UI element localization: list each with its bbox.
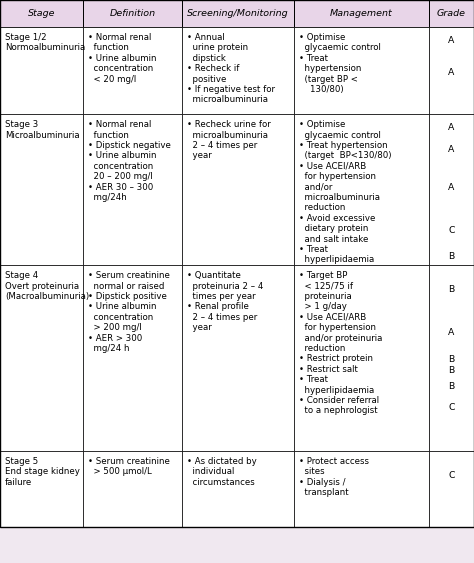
- Text: • Normal renal
  function
• Urine albumin
  concentration
  < 20 mg/l: • Normal renal function • Urine albumin …: [88, 33, 156, 84]
- Text: Grade: Grade: [437, 9, 466, 18]
- Text: C: C: [448, 471, 455, 480]
- Bar: [182, 451, 294, 527]
- Text: Screening/Monitoring: Screening/Monitoring: [187, 9, 289, 18]
- Text: • Serum creatinine
  > 500 μmol/L: • Serum creatinine > 500 μmol/L: [88, 457, 170, 476]
- Text: A: A: [448, 68, 455, 77]
- Text: Management: Management: [330, 9, 393, 18]
- Bar: [83, 114, 182, 265]
- Bar: [83, 0, 182, 27]
- Text: • Normal renal
  function
• Dipstick negative
• Urine albumin
  concentration
  : • Normal renal function • Dipstick negat…: [88, 120, 171, 202]
- Bar: [294, 27, 429, 114]
- Text: A: A: [448, 36, 455, 45]
- Text: B: B: [448, 285, 455, 294]
- Text: Stage 5
End stage kidney
failure: Stage 5 End stage kidney failure: [5, 457, 80, 487]
- Bar: [294, 451, 429, 527]
- Text: • Serum creatinine
  normal or raised
• Dipstick positive
• Urine albumin
  conc: • Serum creatinine normal or raised • Di…: [88, 271, 170, 353]
- Bar: [83, 27, 182, 114]
- Bar: [182, 265, 294, 451]
- Text: • Recheck urine for
  microalbuminuria
  2 – 4 times per
  year: • Recheck urine for microalbuminuria 2 –…: [188, 120, 271, 160]
- Bar: [429, 114, 474, 265]
- Bar: [294, 265, 429, 451]
- Bar: [294, 0, 429, 27]
- Bar: [182, 0, 294, 27]
- Bar: [294, 114, 429, 265]
- Text: • As dictated by
  individual
  circumstances: • As dictated by individual circumstance…: [188, 457, 257, 487]
- Bar: [429, 27, 474, 114]
- Text: B: B: [448, 382, 455, 391]
- Text: • Protect access
  sites
• Dialysis /
  transplant: • Protect access sites • Dialysis / tran…: [299, 457, 369, 497]
- Bar: [0, 265, 83, 451]
- Text: Definition: Definition: [109, 9, 156, 18]
- Text: B: B: [448, 252, 455, 261]
- Text: • Optimise
  glycaemic control
• Treat hypertension
  (target  BP<130/80)
• Use : • Optimise glycaemic control • Treat hyp…: [299, 120, 392, 265]
- Text: A: A: [448, 182, 455, 191]
- Bar: [429, 0, 474, 27]
- Bar: [83, 265, 182, 451]
- Text: B: B: [448, 366, 455, 375]
- Text: • Annual
  urine protein
  dipstick
• Recheck if
  positive
• If negative test f: • Annual urine protein dipstick • Rechec…: [188, 33, 275, 104]
- Bar: [429, 451, 474, 527]
- Text: Stage 3
Microalbuminuria: Stage 3 Microalbuminuria: [5, 120, 80, 140]
- Text: C: C: [448, 403, 455, 412]
- Text: A: A: [448, 145, 455, 154]
- Text: Stage 1/2
Normoalbuminuria: Stage 1/2 Normoalbuminuria: [5, 33, 85, 52]
- Text: A: A: [448, 328, 455, 337]
- Bar: [429, 265, 474, 451]
- Bar: [0, 451, 83, 527]
- Bar: [182, 114, 294, 265]
- Bar: [0, 27, 83, 114]
- Bar: [0, 0, 83, 27]
- Bar: [83, 451, 182, 527]
- Text: • Quantitate
  proteinuria 2 – 4
  times per year
• Renal profile
  2 – 4 times : • Quantitate proteinuria 2 – 4 times per…: [188, 271, 264, 332]
- Text: Stage: Stage: [27, 9, 55, 18]
- Text: C: C: [448, 226, 455, 235]
- Text: • Target BP
  < 125/75 if
  proteinuria
  > 1 g/day
• Use ACEI/ARB
  for hyperte: • Target BP < 125/75 if proteinuria > 1 …: [299, 271, 382, 415]
- Text: A: A: [448, 123, 455, 132]
- Bar: [0, 114, 83, 265]
- Text: B: B: [448, 355, 455, 364]
- Text: Stage 4
Overt proteinuria
(Macroalbuminuria): Stage 4 Overt proteinuria (Macroalbuminu…: [5, 271, 89, 301]
- Text: • Optimise
  glycaemic control
• Treat
  hypertension
  (target BP <
    130/80): • Optimise glycaemic control • Treat hyp…: [299, 33, 381, 94]
- Bar: [182, 27, 294, 114]
